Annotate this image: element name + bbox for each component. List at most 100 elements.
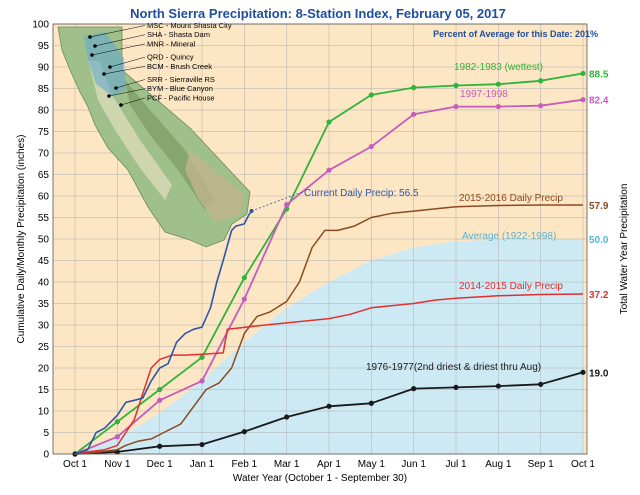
data-point-y1997 [368,143,374,150]
data-point-wettest [411,85,417,91]
station-leader [109,56,146,68]
end-value-label: 19.0 [589,368,609,379]
end-value-label: 50.0 [589,235,609,246]
data-point-y1977 [580,369,586,375]
data-point-wettest [368,92,374,98]
station-leader [120,97,146,106]
data-point-y1977 [241,429,247,435]
y-tick-label: 85 [38,84,50,95]
x-tick-label: Mar 1 [274,459,300,470]
x-tick-label: Nov 1 [104,459,131,470]
station-leader [94,34,146,47]
data-point-y1997 [157,397,163,403]
end-value-label: 88.5 [589,69,609,80]
y-axis-label: Cumulative Daily/Monthly Precipitation (… [16,135,27,344]
series-label-wettest: 1982-1983 (wettest) [454,62,543,73]
data-point-y1997 [495,103,501,110]
index-region [84,32,126,96]
data-point-wettest [326,119,332,125]
series-line-current [74,210,253,455]
station-dot [119,103,123,107]
y-tick-label: 25 [38,342,50,353]
station-label: PCF - Pacific House [147,93,215,102]
data-point-wettest [495,81,501,87]
series-label-current: Current Daily Precip: 56.5 [304,188,419,199]
station-label: MNR - Mineral [147,39,196,48]
data-point-wettest [241,275,247,281]
data-point-wettest [199,354,205,360]
series-layer: 1982-1983 (wettest) 1997-1998 2015-2016 Da… [72,62,609,457]
data-point-y1977 [199,441,205,448]
percent-of-average: Percent of Average for this Date: 201% [433,29,598,39]
series-line-y2016 [74,204,583,455]
data-point-y1997 [241,296,247,302]
y-tick-label: 20 [38,364,50,375]
y-tick-label: 70 [38,149,50,160]
station-leader [103,66,146,75]
x-tick-label: Oct 1 [63,459,87,470]
station-leader [91,43,146,56]
data-point-y1997 [284,202,290,208]
y-tick-label: 45 [38,256,50,267]
data-point-y1997 [326,167,332,173]
data-point-y1977 [284,414,290,420]
end-value-label: 37.2 [589,290,609,301]
station-dot [107,94,111,98]
data-point-y1977 [157,443,163,449]
station-dot [108,65,112,69]
end-value-label: 57.9 [589,201,609,212]
y-tick-label: 60 [38,192,50,203]
y-tick-label: 50 [38,235,50,246]
data-point-y1997 [199,378,205,384]
current-end-marker [249,209,254,214]
y-tick-label: 5 [43,428,49,439]
x-tick-label: Feb 1 [232,459,258,470]
station-label: BYM - Blue Canyon [147,84,213,93]
x-tick-label: Sep 1 [528,459,555,470]
y-tick-label: 30 [38,321,50,332]
data-point-y1997 [411,111,417,117]
data-point-y1977 [453,384,459,390]
plot-frame [52,23,588,455]
y-tick-label: 55 [38,213,50,224]
y-tick-label: 90 [38,63,50,74]
data-point-wettest [114,419,120,425]
y-tick-label: 35 [38,299,50,310]
x-tick-label: Jan 1 [190,459,215,470]
station-leader [89,25,146,38]
station-label: BCM - Brush Creek [147,62,212,71]
station-dot [102,72,106,76]
station-dot [88,35,92,39]
x-tick-label: Jul 1 [445,459,467,470]
station-label: QRD - Quincy [147,53,194,62]
data-point-y1977 [326,403,332,409]
y-axis-label-right: Total Water Year Precipitation [619,184,630,315]
station-dot [114,86,118,90]
x-tick-label: Apr 1 [317,459,341,470]
data-point-y1997 [453,103,459,110]
data-point-y1977 [495,383,501,389]
data-point-y1997 [580,97,586,103]
data-point-y1997 [538,103,544,109]
station-label: MSC - Mount Shasta City [147,21,232,30]
x-tick-label: May 1 [358,459,386,470]
x-tick-label: Aug 1 [485,459,512,470]
series-label-y1997: 1997-1998 [460,89,508,100]
x-axis-label: Water Year (October 1 - September 30) [233,473,407,484]
y-tick-label: 75 [38,127,50,138]
station-leader [115,79,146,89]
data-point-y1977 [538,381,544,387]
series-label-average: Average (1922-1998) [462,231,556,242]
series-label-y2015: 2014-2015 Daily Precip [459,281,563,292]
series-label-y2016: 2015-2016 Daily Precip [459,193,563,204]
x-tick-label: Oct 1 [571,459,595,470]
end-value-label: 82.4 [589,96,609,107]
station-label: SRR - Sierraville RS [147,75,215,84]
y-tick-label: 15 [38,385,50,396]
data-point-wettest [538,78,544,84]
series-line-y2015 [74,293,584,455]
y-tick-label: 10 [38,407,50,418]
y-tick-label: 95 [38,41,50,52]
